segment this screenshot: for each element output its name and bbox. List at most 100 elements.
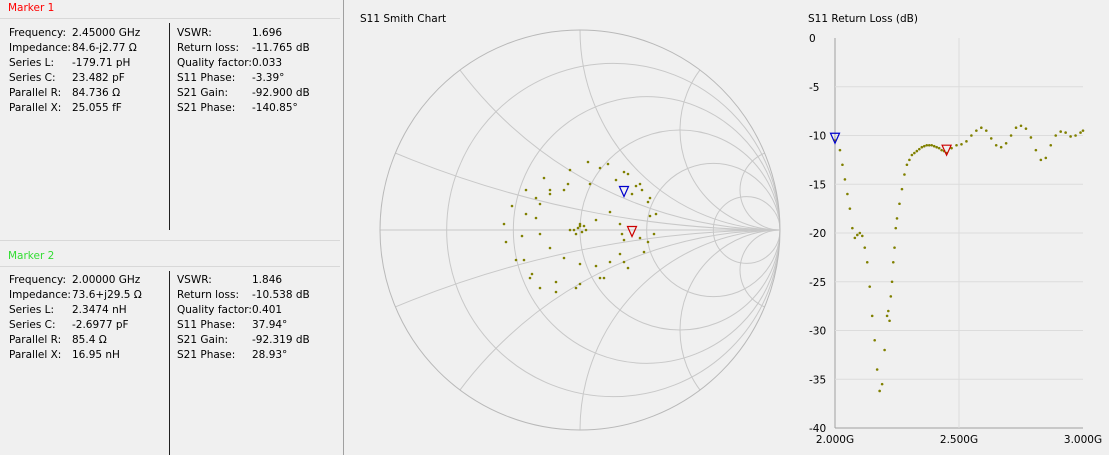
marker2-right-label: S11 Phase: xyxy=(177,319,236,331)
marker1-left-value: -179.71 pH xyxy=(72,57,131,69)
return-loss-point xyxy=(898,202,901,206)
smith-trace-point xyxy=(588,182,592,186)
return-loss-point xyxy=(1049,143,1053,147)
smith-trace-point xyxy=(554,280,558,284)
return-loss-point xyxy=(890,280,894,284)
return-loss-chart[interactable]: 0 -5 -10 -15 -20 -25 -30 -35 -402.000G 2.500G 3.00… xyxy=(800,0,1109,455)
return-loss-point xyxy=(1054,134,1058,137)
return-loss-point xyxy=(1024,127,1028,130)
smith-trace-point xyxy=(580,230,584,234)
return-loss-point xyxy=(843,178,847,181)
return-loss-point xyxy=(965,140,968,143)
smith-trace-point xyxy=(614,178,618,182)
return-loss-point xyxy=(1064,131,1067,134)
marker2-right-label: S21 Gain: xyxy=(177,334,229,346)
return-loss-point xyxy=(873,338,876,342)
marker1-right-label: Return loss: xyxy=(177,42,240,54)
return-loss-point xyxy=(868,285,872,288)
return-loss-point xyxy=(841,163,844,167)
smith-trace-point xyxy=(568,228,572,232)
marker2-left-label: Series L: xyxy=(9,304,55,316)
return-loss-point xyxy=(900,187,904,191)
marker2-left-value: 16.95 nH xyxy=(72,349,120,361)
return-loss-point xyxy=(910,153,914,157)
return-loss-marker-2 xyxy=(941,144,953,157)
smith-chart[interactable] xyxy=(344,0,800,455)
smith-trace-point xyxy=(646,240,650,244)
return-loss-point xyxy=(920,145,924,149)
marker2-column-divider xyxy=(169,271,170,455)
smith-trace-point xyxy=(554,290,558,294)
reactance-arc xyxy=(380,30,780,231)
smith-trace-point xyxy=(548,188,552,192)
return-loss-point xyxy=(1009,134,1013,137)
smith-trace-point xyxy=(608,260,612,264)
marker1-title: Marker 1 xyxy=(8,2,55,14)
marker1-left-label: Parallel R: xyxy=(9,87,62,99)
marker1-column-divider xyxy=(169,23,170,230)
smith-trace-point xyxy=(598,276,602,280)
return-loss-point xyxy=(894,226,898,230)
marker1-right-value: -92.900 dB xyxy=(252,87,310,99)
marker1-right-label: VSWR: xyxy=(177,27,212,39)
return-loss-point xyxy=(908,158,911,162)
marker2-left-value: 85.4 Ω xyxy=(72,334,107,346)
x-tick-label: 2.000G xyxy=(816,434,854,446)
smith-trace-point xyxy=(524,188,528,192)
marker1-left-label: Parallel X: xyxy=(9,102,62,114)
return-loss-point xyxy=(913,151,916,155)
marker2-right-value: 28.93° xyxy=(252,349,288,361)
marker1-right-label: S11 Phase: xyxy=(177,72,236,84)
smith-trace-point xyxy=(652,232,656,236)
smith-trace-point xyxy=(640,188,644,192)
marker1-right-label: S21 Gain: xyxy=(177,87,229,99)
return-loss-title: S11 Return Loss (dB) xyxy=(808,13,918,25)
marker2-right-value: 0.401 xyxy=(252,304,283,316)
return-loss-point xyxy=(838,148,842,152)
smith-trace-point xyxy=(594,218,598,222)
y-tick-label: -40 xyxy=(809,423,826,435)
smith-trace-point xyxy=(602,276,606,280)
marker1-right-label: S21 Phase: xyxy=(177,102,236,114)
return-loss-point xyxy=(885,314,889,318)
smith-trace-point xyxy=(654,212,658,216)
return-loss-point xyxy=(858,231,862,235)
smith-trace-point xyxy=(548,246,552,250)
return-loss-marker-1 xyxy=(829,132,841,145)
marker1-right-value: -11.765 dB xyxy=(252,42,310,54)
return-loss-point xyxy=(875,368,879,371)
marker1-left-value: 84.736 Ω xyxy=(72,87,121,99)
marker2-left-label: Parallel X: xyxy=(9,349,62,361)
return-loss-point xyxy=(935,145,938,149)
return-loss-point xyxy=(984,129,988,132)
marker1-left-value: 84.6-j2.77 Ω xyxy=(72,42,137,54)
marker2-right-label: S21 Phase: xyxy=(177,349,236,361)
return-loss-panel[interactable]: S11 Return Loss (dB) 0 -5 -10 -15 -20 -25 -30 -… xyxy=(800,0,1109,455)
return-loss-point xyxy=(856,233,859,237)
smith-chart-title: S11 Smith Chart xyxy=(360,13,447,25)
smith-trace-point xyxy=(566,182,570,186)
return-loss-point xyxy=(1074,134,1077,137)
return-loss-point xyxy=(999,145,1003,149)
return-loss-point xyxy=(994,143,998,147)
smith-trace-point xyxy=(578,282,582,286)
smith-trace-point xyxy=(620,232,624,236)
smith-trace-point xyxy=(538,232,542,236)
smith-chart-panel[interactable]: S11 Smith Chart xyxy=(344,0,800,455)
return-loss-point xyxy=(1079,131,1082,134)
return-loss-point xyxy=(895,217,899,220)
marker1-right-value: -140.85° xyxy=(252,102,298,114)
reactance-arc xyxy=(679,30,780,231)
smith-trace-point xyxy=(574,286,578,290)
return-loss-point xyxy=(922,144,926,148)
y-tick-label: -20 xyxy=(809,228,826,240)
return-loss-point xyxy=(1014,126,1018,129)
marker2-right-label: Return loss: xyxy=(177,289,240,301)
return-loss-point xyxy=(903,173,906,176)
return-loss-point xyxy=(860,234,864,238)
marker1-left-label: Series C: xyxy=(9,72,56,84)
return-loss-point xyxy=(1081,129,1085,132)
smith-trace-point xyxy=(584,228,588,232)
smith-trace-point xyxy=(608,210,612,214)
return-loss-point xyxy=(932,144,936,148)
